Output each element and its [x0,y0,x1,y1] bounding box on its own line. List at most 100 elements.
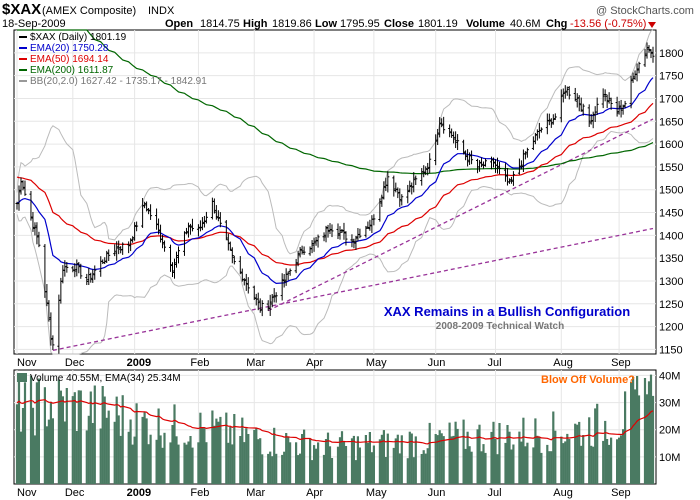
ohlc-bar [382,181,386,200]
ohlc-bar [412,172,416,193]
ohlc-bar [121,242,125,255]
volume-bar [157,408,160,484]
close-value: 1801.19 [418,18,458,30]
volume-bar [574,423,577,484]
volume-bar [73,392,76,484]
ohlc-bar [45,284,49,307]
legend-entry: EMA(200) 1611.87 [30,65,114,76]
ohlc-bar [366,221,370,229]
volume-bar [75,431,78,484]
volume-legend: Volume 40.55M, EMA(34) 25.34M [30,373,181,384]
price-tick-label: 1500 [659,185,683,197]
ohlc-bar [509,176,513,184]
volume-legend-swatch [17,373,27,382]
ema50-line [16,102,654,266]
volume-bar [119,435,122,484]
ohlc-bar [33,222,37,236]
volume-bar [217,421,220,484]
volume-bar [295,442,298,484]
ohlc-bar [523,151,527,160]
volume-bar [231,444,234,484]
volume-tick-label: 30M [659,398,680,410]
date-tick-label: Dec [65,357,85,369]
moving-averages [16,29,654,285]
ohlc-bar [619,99,623,118]
ohlc-bar [188,223,192,235]
price-tick-label: 1800 [659,48,683,60]
date-tick-label: Jul [487,487,501,499]
volume-label: Volume [466,18,505,30]
volume-bar [211,410,214,484]
volume-bar [19,431,23,484]
volume-bar [604,420,607,484]
price-tick-label: 1750 [659,71,683,83]
volume-bar [33,435,36,484]
volume-bar [546,444,549,484]
volume-bar [259,438,262,484]
volume-bar [299,453,302,484]
ohlc-bar [420,168,424,186]
ohlc-bar [51,335,55,350]
ohlc-bar [149,204,153,220]
ohlc-bar [605,94,609,109]
volume-bar [161,447,164,484]
ohlc-bar [631,72,635,83]
chg-label: Chg [546,18,567,30]
ohlc-bar [238,256,242,275]
ohlc-bar [649,49,653,59]
ohlc-bar [587,104,591,127]
date-tick-label: Mar [246,487,265,499]
ohlc-bar [310,240,314,254]
ohlc-bar [204,211,208,224]
volume-bar [285,433,288,484]
volume-bar [45,426,48,484]
volume-bar [322,454,326,484]
volume-bar [169,442,172,484]
ohlc-bar [643,48,647,67]
volume-bar [350,438,354,484]
volume-bar [105,417,108,484]
volume-bar [311,460,314,484]
price-tick-label: 1350 [659,253,683,265]
ohlc-bar [226,233,230,251]
volume-bar [255,428,258,484]
ohlc-bar [456,134,460,151]
volume-bar [338,437,342,484]
annotation-title: XAX Remains in a Bullish Configuration [384,304,630,319]
volume-bar [213,425,216,484]
close-label: Close [384,18,414,30]
ohlc-bar [186,222,190,238]
price-tick-label: 1700 [659,93,683,105]
volume-bar [183,442,186,484]
price-tick-label: 1400 [659,230,683,242]
ohlc-bar [464,150,468,161]
price-tick-label: 1300 [659,276,683,288]
ohlc-bar [298,247,302,258]
volume-bar [49,401,52,484]
volume-bar [378,439,381,484]
volume-bar [107,410,110,484]
volume-bar [155,439,158,484]
date-tick-label: Apr [306,357,323,369]
volume-bar [215,418,218,484]
ohlc-bar [258,298,262,313]
date-tick-label: Nov [17,487,37,499]
volume-bar [171,425,174,484]
annotation-subtitle: 2008-2009 Technical Watch [436,321,564,332]
volume-bar [610,437,613,484]
volume-bar [225,412,228,484]
low-value: 1795.95 [340,18,380,30]
volume-bar [382,430,385,484]
ohlc-bar [89,272,93,283]
volume-bar [422,450,425,484]
volume-bar [554,430,557,484]
volume-bar [187,441,190,484]
price-date-axis: Nov Dec 2009 Feb Mar Apr May Jun Jul Aug Sep [17,357,631,369]
ohlc-bar [492,157,496,168]
price-panel [13,29,657,355]
volume-bar [189,436,192,484]
volume-bar [77,390,80,484]
volume-bar [637,395,641,484]
ohlc-bar [228,241,232,251]
